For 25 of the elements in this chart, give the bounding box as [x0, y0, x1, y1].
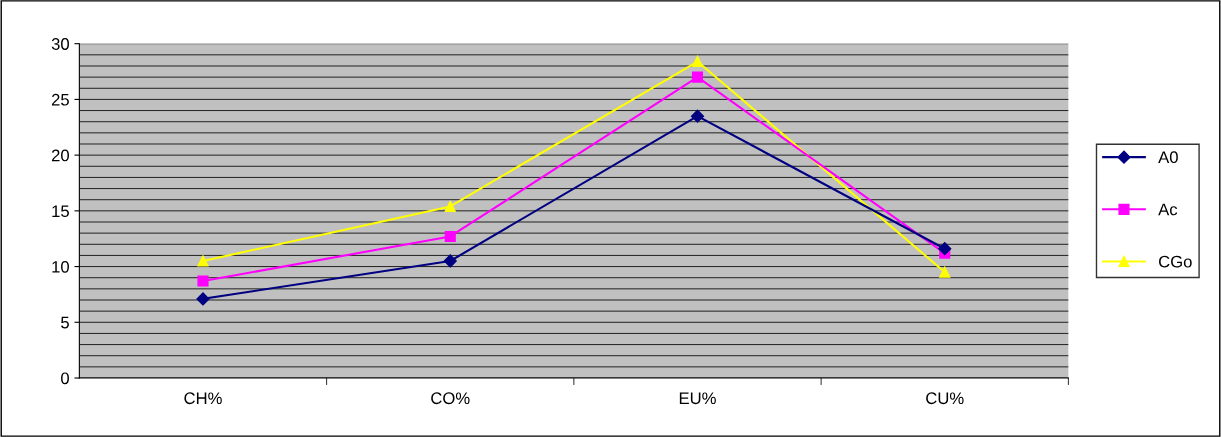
x-tick-label: CO% [431, 392, 470, 405]
y-tick-label: 30 [51, 38, 69, 50]
point [197, 255, 209, 267]
x-tick-label: EU% [679, 392, 716, 405]
point [197, 275, 209, 287]
y-tick-label: 20 [51, 149, 69, 162]
point [691, 71, 704, 83]
legend-label: CGo [1159, 255, 1192, 268]
y-tick-label: 15 [52, 205, 69, 218]
point [196, 292, 210, 306]
x-tick-label: CH% [184, 392, 222, 405]
point [690, 109, 705, 123]
point [444, 230, 456, 243]
y-tick-label: 0 [61, 372, 69, 385]
y-tick-label: 10 [52, 260, 69, 273]
point [443, 254, 457, 268]
y-tick-label: 25 [51, 93, 69, 106]
legend-label: Ac [1158, 203, 1178, 216]
point [691, 55, 704, 68]
legend-label: A0 [1158, 151, 1178, 164]
point [939, 266, 951, 278]
y-tick-label: 5 [61, 316, 69, 329]
point [938, 242, 952, 256]
x-tick-label: CU% [926, 392, 964, 405]
point [444, 200, 456, 212]
